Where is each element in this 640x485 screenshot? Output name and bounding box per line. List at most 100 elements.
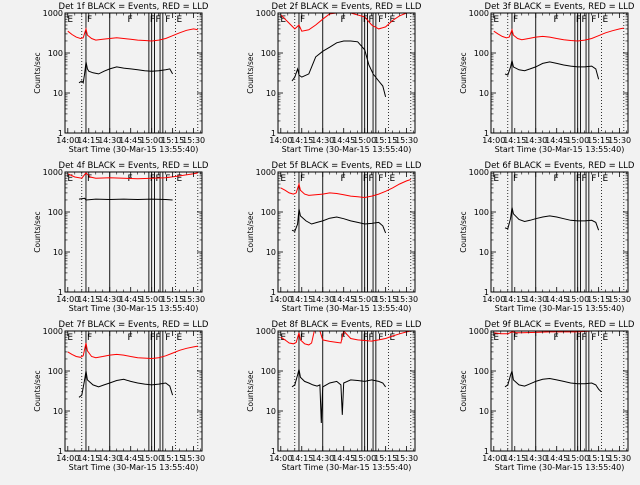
- x-tick-label: 14:45: [545, 295, 568, 304]
- flag-label: F: [513, 174, 518, 184]
- y-tick-label: 100: [261, 208, 276, 217]
- x-tick-label: 15:15: [161, 295, 184, 304]
- x-tick-label: 15:30: [395, 295, 418, 304]
- flag-label: E: [493, 174, 499, 184]
- flag-label: F: [165, 174, 170, 184]
- flag-label: F: [87, 174, 92, 184]
- x-axis-label: Start Time (30-Mar-15 13:55:40): [282, 145, 412, 154]
- x-tick-label: 14:15: [77, 454, 100, 463]
- flag-label: E: [176, 15, 182, 25]
- x-tick-label: 15:15: [587, 454, 610, 463]
- x-axis-label: Start Time (30-Mar-15 13:55:40): [69, 145, 199, 154]
- flag-label: F: [341, 333, 346, 343]
- y-tick-label: 100: [474, 367, 489, 376]
- plot-frame: [490, 330, 629, 452]
- flag-label: F: [300, 15, 305, 25]
- panel-title: Det 3f BLACK = Events, RED = LLD: [485, 2, 635, 12]
- y-axis-label: Counts/sec: [246, 211, 255, 252]
- x-tick-label: 14:45: [119, 295, 142, 304]
- flag-label: E: [602, 333, 608, 343]
- flag-label: E: [602, 174, 608, 184]
- y-tick-label: 1: [58, 129, 63, 138]
- x-tick-label: 14:30: [524, 136, 547, 145]
- y-tick-label: 1000: [43, 168, 63, 177]
- flag-label: F: [128, 15, 133, 25]
- x-tick-label: 15:00: [566, 136, 589, 145]
- x-tick-label: 14:45: [545, 454, 568, 463]
- y-tick-label: 1: [58, 288, 63, 297]
- flag-label: E: [280, 15, 286, 25]
- y-tick-label: 1: [484, 288, 489, 297]
- x-tick-label: 14:00: [56, 136, 79, 145]
- flag-label: F: [150, 15, 155, 25]
- panel-title: Det 9f BLACK = Events, RED = LLD: [485, 320, 635, 330]
- flag-label: E: [493, 333, 499, 343]
- flag-label: F: [155, 15, 160, 25]
- flag-label: E: [389, 15, 395, 25]
- y-tick-label: 1000: [469, 327, 489, 336]
- flag-label: F: [554, 15, 559, 25]
- x-tick-label: 14:00: [56, 295, 79, 304]
- flag-label: F: [155, 333, 160, 343]
- flag-label: E: [602, 15, 608, 25]
- x-tick-label: 15:30: [608, 136, 631, 145]
- series-lld-line: [280, 331, 411, 346]
- x-axis-label: Start Time (30-Mar-15 13:55:40): [282, 463, 412, 472]
- y-tick-label: 1000: [256, 327, 276, 336]
- flag-label: F: [378, 174, 383, 184]
- y-axis-label: Counts/sec: [246, 52, 255, 93]
- y-tick-label: 1000: [43, 9, 63, 18]
- flag-label: F: [378, 333, 383, 343]
- y-axis-label: Counts/sec: [459, 370, 468, 411]
- y-tick-label: 1: [484, 447, 489, 456]
- x-tick-label: 14:45: [332, 136, 355, 145]
- flag-label: E: [389, 174, 395, 184]
- x-tick-label: 14:00: [482, 136, 505, 145]
- series-events-line: [291, 40, 387, 98]
- x-tick-label: 14:15: [503, 295, 526, 304]
- y-tick-label: 100: [261, 367, 276, 376]
- panel-title: Det 7f BLACK = Events, RED = LLD: [59, 320, 209, 330]
- flag-label: F: [300, 333, 305, 343]
- x-tick-label: 15:30: [182, 454, 205, 463]
- y-tick-label: 10: [266, 407, 276, 416]
- y-tick-label: 1000: [256, 168, 276, 177]
- flag-label: F: [576, 15, 581, 25]
- series-events-line: [78, 61, 174, 85]
- x-tick-label: 15:15: [374, 295, 397, 304]
- x-axis-label: Start Time (30-Mar-15 13:55:40): [495, 145, 625, 154]
- series-events-line: [291, 369, 387, 424]
- x-tick-label: 14:45: [119, 136, 142, 145]
- x-tick-label: 14:30: [98, 295, 121, 304]
- flag-label: E: [176, 333, 182, 343]
- y-tick-label: 10: [266, 248, 276, 257]
- plot-frame: [64, 12, 203, 134]
- panel-title: Det 6f BLACK = Events, RED = LLD: [485, 161, 635, 171]
- x-tick-label: 14:00: [269, 454, 292, 463]
- series-events-line: [504, 60, 600, 80]
- flag-label: F: [150, 174, 155, 184]
- y-tick-label: 10: [266, 89, 276, 98]
- flag-label: E: [67, 333, 73, 343]
- y-tick-label: 10: [53, 407, 63, 416]
- x-tick-label: 15:30: [395, 454, 418, 463]
- series-events-line: [504, 370, 602, 393]
- series-events-line: [78, 197, 173, 201]
- y-axis-label: Counts/sec: [33, 52, 42, 93]
- y-axis-label: Counts/sec: [33, 370, 42, 411]
- x-tick-label: 14:00: [269, 295, 292, 304]
- x-tick-label: 15:00: [353, 454, 376, 463]
- x-tick-label: 14:45: [332, 295, 355, 304]
- y-tick-label: 100: [48, 367, 63, 376]
- flag-label: F: [363, 15, 368, 25]
- x-tick-label: 14:15: [290, 454, 313, 463]
- flag-label: F: [155, 174, 160, 184]
- x-tick-label: 15:30: [182, 295, 205, 304]
- x-tick-label: 14:15: [290, 295, 313, 304]
- plot-frame: [277, 330, 416, 452]
- panel-title: Det 5f BLACK = Events, RED = LLD: [272, 161, 422, 171]
